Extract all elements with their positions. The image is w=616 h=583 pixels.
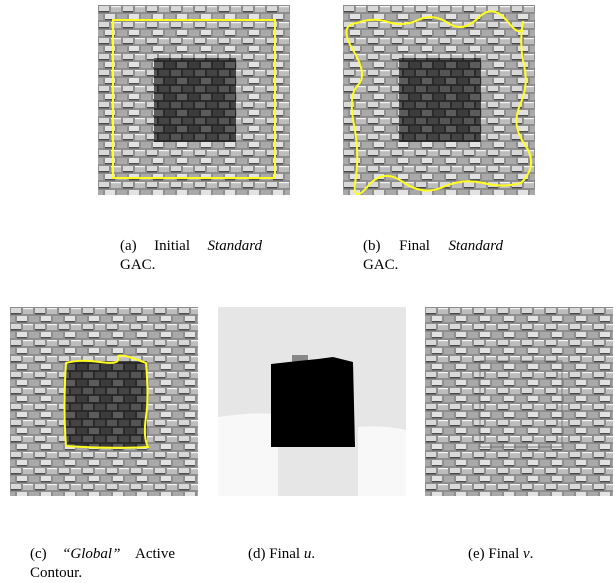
caption-text: GAC. [120, 257, 156, 273]
image-b [343, 5, 535, 195]
caption: (b) Final Standard GAC. [363, 237, 503, 275]
caption-text: v [522, 546, 530, 562]
caption-text: Standard [448, 238, 503, 254]
image-d [218, 307, 406, 496]
caption-text: (e) Final [468, 546, 523, 562]
caption-text: u [303, 546, 312, 562]
image-a [98, 5, 290, 195]
caption-text: . [311, 546, 316, 562]
caption: (d) Final u. [248, 545, 378, 564]
caption: (e) Final v. [468, 545, 598, 564]
caption: (a) Initial Standard GAC. [120, 237, 262, 275]
caption-text: (a) Initial [120, 238, 208, 254]
caption-text: (d) Final [248, 546, 304, 562]
caption-text: Active Contour. [30, 546, 175, 581]
caption-text: Standard [207, 238, 262, 254]
caption-text: . [529, 546, 534, 562]
caption-text: (b) Final [363, 238, 449, 254]
image-e [425, 307, 613, 496]
caption-text: (c) [30, 546, 63, 562]
caption-text: GAC. [363, 257, 399, 273]
image-c [10, 307, 198, 496]
caption: (c) “Global” Active Contour. [30, 545, 175, 583]
caption-text: “Global” [62, 546, 121, 562]
